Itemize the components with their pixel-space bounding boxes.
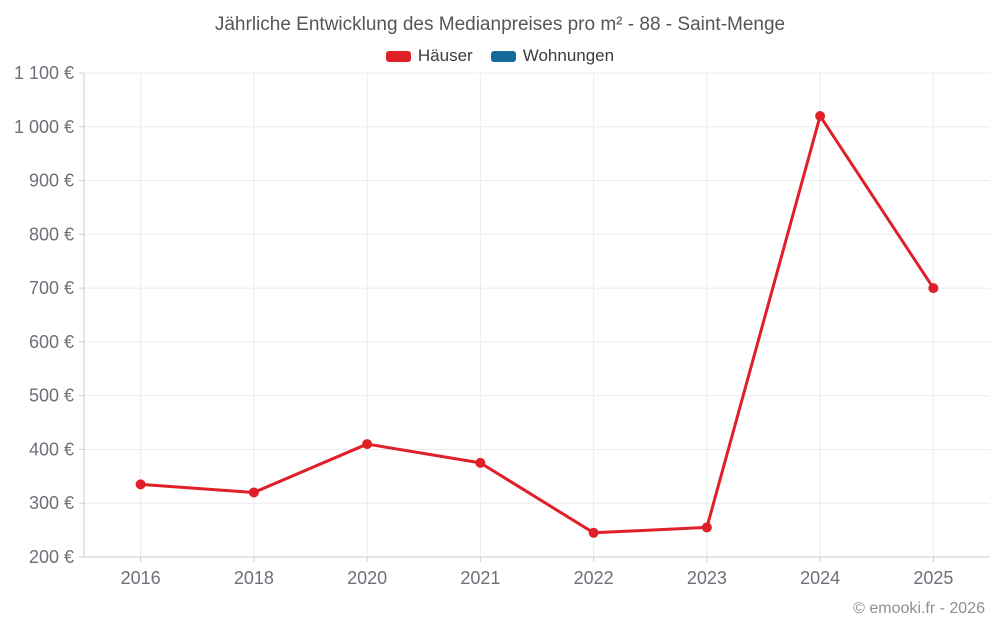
y-axis-tick-label: 500 € [29,386,74,406]
y-axis-tick-label: 400 € [29,439,74,459]
x-axis-tick-label: 2025 [913,568,953,588]
data-point[interactable] [248,487,259,498]
y-axis-tick-label: 200 € [29,547,74,567]
legend-label-haeuser: Häuser [417,46,473,65]
y-axis-tick-label: 1 100 € [14,63,74,83]
x-axis-tick-label: 2023 [687,568,727,588]
data-point[interactable] [701,522,712,533]
data-point[interactable] [815,111,826,122]
y-axis-tick-label: 600 € [29,332,74,352]
chart-title: Jährliche Entwicklung des Medianpreises … [214,14,786,35]
x-axis-tick-label: 2021 [460,568,500,588]
x-axis-tick-label: 2018 [234,568,274,588]
x-axis-tick-label: 2022 [574,568,614,588]
data-point[interactable] [588,527,599,538]
legend-item-wohnungen[interactable]: Wohnungen [490,46,615,66]
y-axis-tick-label: 800 € [29,224,74,244]
data-point[interactable] [362,439,373,450]
legend-swatch-haeuser-icon [385,50,411,62]
x-axis-tick-label: 2024 [800,568,840,588]
legend-label-wohnungen: Wohnungen [522,46,615,65]
y-axis-tick-label: 700 € [29,278,74,298]
x-axis-tick-label: 2020 [347,568,387,588]
legend-swatch-wohnungen-icon [490,50,516,62]
y-axis-tick-label: 1 000 € [14,117,74,137]
data-point[interactable] [475,457,486,468]
data-point[interactable] [135,479,146,490]
y-axis-tick-label: 900 € [29,171,74,191]
legend: Häuser Wohnungen [0,46,1000,66]
x-axis-tick-label: 2016 [121,568,161,588]
legend-item-haeuser[interactable]: Häuser [385,46,473,66]
y-axis-tick-label: 300 € [29,493,74,513]
data-point[interactable] [928,283,939,294]
copyright: © emooki.fr - 2026 [853,600,985,617]
series-line-häuser [139,114,935,535]
